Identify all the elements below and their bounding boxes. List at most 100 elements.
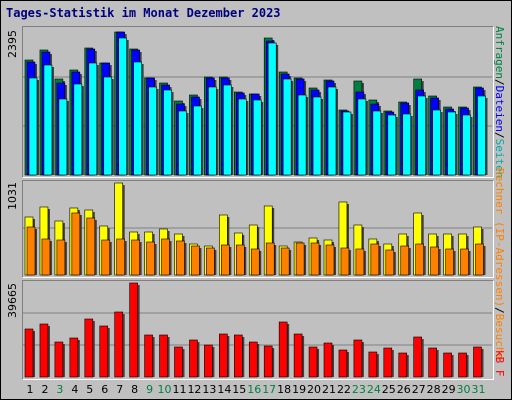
seiten-bar	[73, 83, 83, 176]
seiten-bar	[342, 111, 352, 176]
seiten-bar	[462, 114, 471, 176]
besuche-bar	[460, 248, 469, 276]
x-tick-label: 15	[232, 383, 247, 396]
besuche-bar	[445, 248, 454, 276]
kb-bar	[144, 334, 153, 378]
besuche-bar	[191, 245, 200, 276]
seiten-bar	[387, 114, 397, 176]
seiten-bar	[402, 113, 412, 176]
kb-bar	[398, 352, 408, 378]
x-tick-label: 28	[426, 383, 441, 396]
besuche-bar	[146, 241, 155, 276]
x-tick-label: 11	[172, 383, 187, 396]
x-tick-label: 5	[86, 383, 94, 396]
besuche-bar	[400, 245, 410, 276]
besuche-bar	[370, 243, 380, 276]
x-tick-label: 23	[351, 383, 366, 396]
besuche-bar	[385, 249, 395, 276]
x-tick-label: 20	[307, 383, 322, 396]
besuche-bar	[295, 242, 305, 276]
kb-bar	[368, 351, 378, 378]
seiten-bar	[133, 61, 142, 176]
besuche-bar	[56, 239, 66, 276]
seiten-bar	[238, 98, 247, 176]
kb-bar	[24, 328, 34, 378]
x-tick-label: 4	[71, 383, 79, 396]
x-tick-label: 29	[441, 383, 456, 396]
seiten-bar	[28, 77, 38, 176]
chart-title: Tages-Statistik im Monat Dezember 2023	[6, 6, 281, 20]
besuche-bar	[101, 239, 111, 276]
kb-bar	[99, 325, 109, 378]
seiten-bar	[148, 86, 157, 176]
seiten-bar	[312, 96, 322, 176]
x-tick-label: 12	[187, 383, 202, 396]
besuche-bar	[176, 240, 185, 276]
besuche-bar	[26, 226, 36, 276]
kb-bar	[174, 346, 183, 378]
besuche-bar	[325, 244, 335, 276]
seiten-bar	[118, 37, 127, 176]
seiten-bar	[372, 110, 382, 176]
x-tick-label: 9	[146, 383, 154, 396]
x-tick-label: 19	[292, 383, 307, 396]
seiten-bar	[43, 64, 53, 176]
kb-bar	[159, 334, 168, 378]
seiten-bar	[267, 42, 277, 176]
x-tick-label: 8	[131, 383, 139, 396]
x-tick-label: 16	[247, 383, 262, 396]
x-tick-label: 27	[411, 383, 426, 396]
besuche-bar	[415, 243, 425, 276]
besuche-bar	[131, 239, 140, 276]
seiten-bar	[417, 95, 427, 176]
kb-bar	[129, 282, 138, 378]
kb-bar	[323, 342, 333, 378]
besuche-bar	[236, 244, 245, 276]
kb-bar	[293, 333, 303, 378]
x-tick-label: 25	[381, 383, 396, 396]
kb-bar	[263, 345, 273, 378]
besuche-bar	[206, 247, 215, 276]
seiten-bar	[223, 84, 232, 176]
seiten-bar	[282, 78, 292, 176]
x-tick-label: 10	[157, 383, 172, 396]
x-tick-label: 24	[366, 383, 381, 396]
besuche-bar	[250, 248, 260, 276]
besuche-bar	[161, 238, 170, 276]
seiten-bar	[327, 86, 337, 176]
seiten-bar	[163, 89, 172, 176]
seiten-bar	[103, 76, 113, 176]
seiten-bar	[208, 86, 217, 176]
kb-bar	[473, 346, 482, 378]
kb-bar	[338, 349, 348, 378]
kb-bar	[383, 347, 393, 378]
besuche-bar	[265, 242, 275, 276]
kb-bar	[219, 333, 228, 378]
kb-bar	[69, 337, 79, 378]
besuche-bar	[221, 244, 230, 276]
seiten-bar	[477, 95, 486, 176]
kb-bar	[458, 352, 467, 378]
kb-bar	[413, 336, 423, 378]
x-tick-label: 21	[322, 383, 336, 396]
seiten-bar	[432, 109, 441, 176]
x-tick-label: 31	[471, 383, 486, 396]
besuche-bar	[475, 243, 484, 276]
besuche-bar	[86, 217, 96, 276]
kb-bar	[278, 321, 288, 378]
besuche-bar	[310, 242, 320, 276]
besuche-bar	[280, 247, 290, 276]
besuche-bar	[340, 247, 350, 276]
kb-bar	[308, 346, 318, 378]
x-tick-label: 1	[26, 383, 34, 396]
x-tick-label: 26	[396, 383, 411, 396]
seiten-bar	[252, 99, 262, 176]
kb-bar	[54, 341, 64, 378]
seiten-bar	[178, 110, 187, 176]
seiten-bar	[447, 111, 456, 176]
kb-bar	[353, 339, 363, 378]
x-tick-label: 22	[336, 383, 351, 396]
besuche-bar	[41, 238, 51, 276]
kb-bar	[443, 352, 452, 378]
kb-bar	[428, 347, 437, 378]
